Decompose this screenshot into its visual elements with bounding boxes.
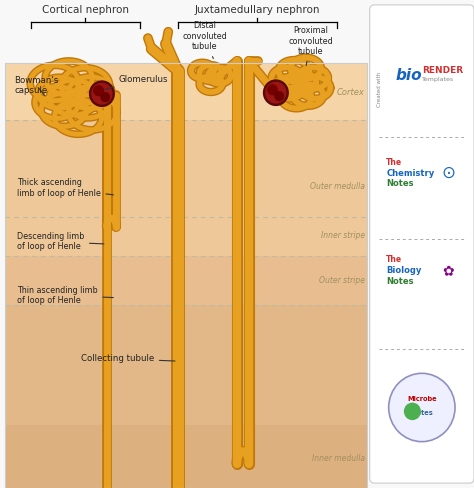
Text: Notes: Notes (386, 180, 414, 188)
Text: Cortical nephron: Cortical nephron (42, 5, 129, 15)
Text: Outer medulla: Outer medulla (310, 182, 365, 191)
Text: Collecting tubule: Collecting tubule (81, 354, 175, 363)
Circle shape (389, 373, 455, 442)
Circle shape (94, 86, 103, 96)
Text: Chemistry: Chemistry (386, 169, 435, 178)
Text: Templates: Templates (422, 77, 454, 81)
Bar (5, 256, 367, 305)
Text: bio: bio (396, 68, 422, 83)
Bar (5, 0, 367, 63)
Text: ⊙: ⊙ (441, 164, 455, 182)
Circle shape (101, 93, 109, 102)
Text: Thick ascending
limb of loop of Henle: Thick ascending limb of loop of Henle (17, 178, 113, 198)
Bar (5, 425, 367, 488)
Circle shape (275, 92, 283, 101)
Bar (5, 305, 367, 425)
Text: Created with: Created with (377, 72, 382, 107)
Text: The: The (386, 255, 402, 264)
Bar (5, 63, 367, 120)
Text: Inner medulla: Inner medulla (312, 454, 365, 463)
Text: RENDER: RENDER (422, 66, 463, 75)
Text: Outer stripe: Outer stripe (319, 276, 365, 285)
Text: Thin ascending limb
of loop of Henle: Thin ascending limb of loop of Henle (17, 285, 113, 305)
Text: Inner stripe: Inner stripe (321, 231, 365, 240)
Circle shape (404, 403, 421, 420)
Text: Notes: Notes (411, 410, 433, 416)
Bar (5, 120, 367, 256)
Text: Distal
convoluted
tubule: Distal convoluted tubule (182, 21, 227, 59)
Bar (5, 63, 367, 488)
Text: Proximal
convoluted
tubule: Proximal convoluted tubule (288, 26, 333, 65)
Text: Notes: Notes (386, 277, 414, 286)
Circle shape (92, 83, 112, 104)
Text: Microbe: Microbe (407, 396, 437, 402)
Text: Biology: Biology (386, 266, 422, 275)
Circle shape (90, 81, 114, 106)
Circle shape (264, 80, 288, 105)
Text: Glomerulus: Glomerulus (105, 75, 168, 90)
Text: ✿: ✿ (442, 264, 454, 278)
Text: The: The (386, 158, 402, 166)
Circle shape (266, 82, 286, 103)
Text: Bowman's
capsule: Bowman's capsule (14, 76, 59, 96)
Text: Cortex: Cortex (337, 88, 365, 97)
Text: Descending limb
of loop of Henle: Descending limb of loop of Henle (17, 232, 104, 251)
FancyBboxPatch shape (370, 5, 474, 483)
Text: Juxtamedullary nephron: Juxtamedullary nephron (194, 5, 320, 15)
Circle shape (268, 85, 277, 95)
